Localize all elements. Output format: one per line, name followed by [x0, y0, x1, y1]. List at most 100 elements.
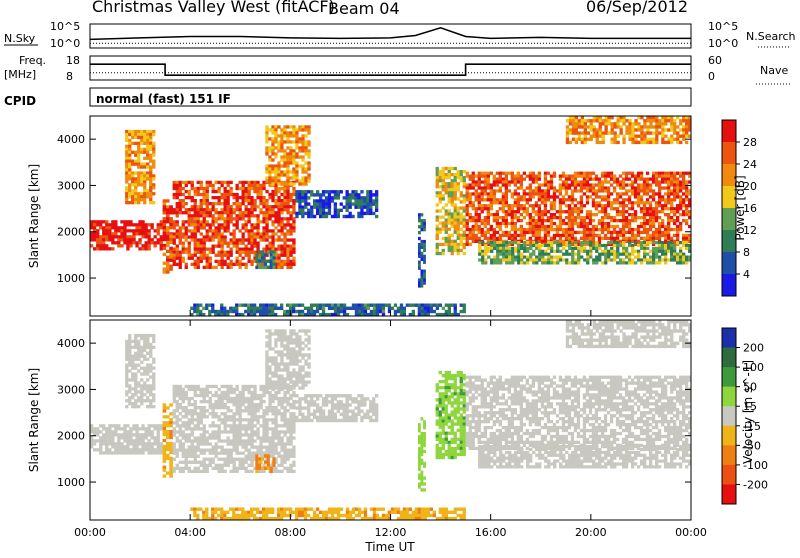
echo-cell	[475, 237, 478, 240]
echo-cell	[634, 256, 637, 259]
echo-cell	[661, 131, 664, 134]
echo-cell	[125, 148, 128, 151]
echo-cell	[658, 216, 661, 219]
echo-cell	[200, 391, 203, 394]
echo-cell	[313, 193, 316, 196]
echo-cell	[236, 439, 239, 442]
echo-cell	[581, 141, 584, 144]
echo-cell	[182, 226, 185, 229]
echo-cell	[646, 186, 649, 189]
echo-cell	[307, 212, 310, 215]
echo-cell	[280, 304, 283, 307]
echo-cell	[289, 266, 292, 269]
echo-cell	[236, 208, 239, 211]
echo-cell	[649, 222, 652, 225]
echo-cell	[126, 451, 129, 454]
echo-cell	[114, 424, 117, 427]
echo-cell	[123, 223, 126, 226]
echo-cell	[508, 234, 511, 237]
echo-cell	[176, 430, 179, 433]
echo-cell	[146, 142, 149, 145]
echo-cell	[304, 149, 307, 152]
echo-cell	[176, 421, 179, 424]
echo-cell	[265, 202, 268, 205]
echo-cell	[188, 409, 191, 412]
echo-cell	[182, 424, 185, 427]
echo-cell	[131, 201, 134, 204]
echo-cell	[592, 204, 595, 207]
echo-cell	[132, 451, 135, 454]
echo-cell	[454, 307, 457, 310]
echo-cell	[538, 207, 541, 210]
echo-cell	[209, 452, 212, 455]
echo-cell	[125, 163, 128, 166]
echo-cell	[610, 201, 613, 204]
freq-tick-8: 8	[66, 70, 73, 83]
echo-cell	[271, 179, 274, 182]
echo-cell	[445, 219, 448, 222]
echo-cell	[454, 173, 457, 176]
echo-cell	[550, 241, 553, 244]
echo-cell	[310, 307, 313, 310]
echo-cell	[493, 228, 496, 231]
echo-cell	[262, 184, 265, 187]
echo-cell	[517, 234, 520, 237]
echo-cell	[218, 187, 221, 190]
echo-cell	[267, 250, 270, 253]
echo-cell	[357, 202, 360, 205]
echo-cell	[242, 242, 245, 245]
echo-cell	[535, 258, 538, 261]
echo-cell	[682, 237, 685, 240]
echo-cell	[256, 242, 259, 245]
echo-cell	[292, 176, 295, 179]
echo-cell	[265, 140, 268, 143]
echo-cell	[658, 195, 661, 198]
echo-cell	[583, 180, 586, 183]
echo-cell	[188, 427, 191, 430]
echo-cell	[532, 225, 535, 228]
echo-cell	[224, 452, 227, 455]
echo-cell	[562, 253, 565, 256]
echo-cell	[262, 217, 265, 220]
echo-cell	[185, 208, 188, 211]
echo-cell	[137, 177, 140, 180]
echo-cell	[595, 175, 598, 178]
echo-cell	[138, 451, 141, 454]
echo-cell	[451, 203, 454, 206]
echo-cell	[117, 436, 120, 439]
echo-cell	[619, 219, 622, 222]
echo-cell	[301, 146, 304, 149]
echo-cell	[280, 173, 283, 176]
echo-cell	[481, 228, 484, 231]
echo-cell	[197, 248, 200, 251]
echo-cell	[667, 250, 670, 253]
echo-cell	[262, 199, 265, 202]
echo-cell	[679, 183, 682, 186]
echo-cell	[586, 237, 589, 240]
echo-cell	[265, 149, 268, 152]
echo-cell	[221, 263, 224, 266]
echo-cell	[634, 119, 637, 122]
echo-cell	[179, 235, 182, 238]
echo-cell	[584, 131, 587, 134]
echo-cell	[185, 455, 188, 458]
echo-cell	[592, 261, 595, 264]
echo-cell	[149, 177, 152, 180]
echo-cell	[152, 174, 155, 177]
echo-cell	[128, 148, 131, 151]
echo-cell	[194, 449, 197, 452]
echo-cell	[99, 439, 102, 442]
echo-cell	[631, 189, 634, 192]
echo-cell	[191, 442, 194, 445]
echo-cell	[185, 211, 188, 214]
echo-cell	[520, 256, 523, 259]
echo-cell	[583, 186, 586, 189]
echo-cell	[454, 225, 457, 228]
echo-cell	[233, 235, 236, 238]
echo-cell	[259, 187, 262, 190]
echo-cell	[289, 217, 292, 220]
echo-cell	[274, 131, 277, 134]
echo-cell	[173, 263, 176, 266]
echo-cell	[640, 128, 643, 131]
sky-series	[90, 28, 691, 43]
